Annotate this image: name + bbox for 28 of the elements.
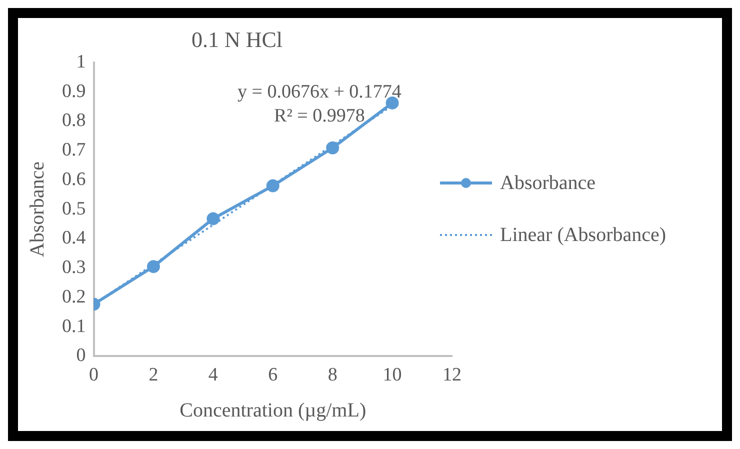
x-tick-label: 8 xyxy=(328,364,338,386)
y-tick-label: 0.5 xyxy=(62,198,86,220)
y-tick-label: 0 xyxy=(76,345,86,366)
y-tick-label: 0.9 xyxy=(62,80,86,102)
chart-title: 0.1 N HCl xyxy=(191,26,283,52)
legend-label: Absorbance xyxy=(500,172,596,194)
y-axis-title: Absorbance xyxy=(26,161,48,258)
y-tick-label: 0.4 xyxy=(62,228,86,249)
x-tick-label: 4 xyxy=(208,364,218,386)
y-tick-label: 1 xyxy=(76,51,86,72)
y-tick-label: 0.6 xyxy=(62,168,86,190)
annotation: y = 0.0676x + 0.1774 xyxy=(237,81,402,102)
annotation: R² = 0.9978 xyxy=(274,105,365,126)
point xyxy=(146,260,160,274)
point xyxy=(266,179,280,192)
y-tick-label: 0.7 xyxy=(62,140,86,161)
point xyxy=(326,141,340,154)
y-tick-label: 0.2 xyxy=(62,286,86,308)
x-axis-title: Concentration (µg/mL) xyxy=(180,399,366,422)
x-tick-label: 6 xyxy=(268,364,278,386)
y-tick-label: 0.1 xyxy=(62,316,86,337)
x-tick-label: 2 xyxy=(148,364,158,386)
point xyxy=(206,212,220,226)
legend-label: Linear (Absorbance) xyxy=(500,224,666,246)
y-tick-label: 0.8 xyxy=(62,110,86,132)
x-tick-label: 10 xyxy=(382,364,402,386)
x-tick-label: 12 xyxy=(442,364,462,386)
y-tick-label: 0.3 xyxy=(62,257,86,278)
